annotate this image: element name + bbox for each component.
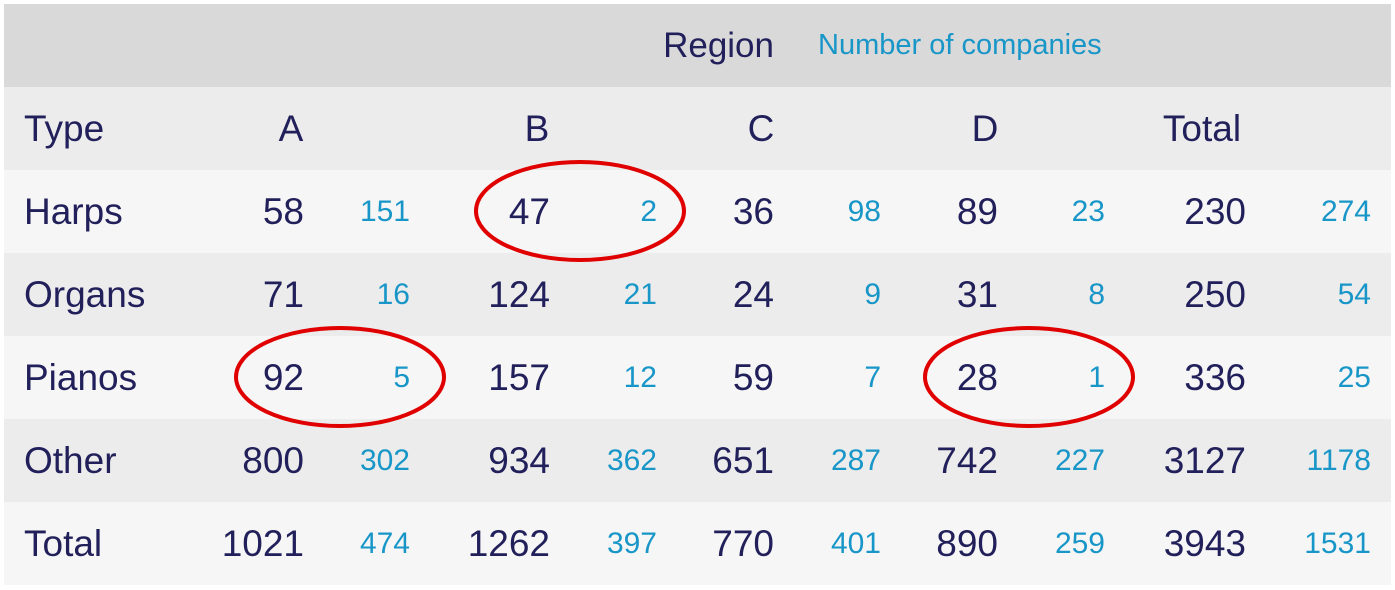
- value-other-c: 651: [712, 440, 774, 481]
- value-organs-c: 24: [732, 274, 774, 315]
- column-header-c: C: [747, 108, 775, 149]
- value-harps-a: 58: [262, 191, 304, 232]
- companies-organs-total: 54: [1337, 278, 1371, 311]
- type-header: Type: [24, 108, 105, 149]
- table-row-other: Other 800 302 934 362 651 287 742 227 3127 1178: [4, 419, 1391, 502]
- companies-harps-c: 98: [847, 195, 881, 228]
- row-label-harps: Harps: [24, 191, 123, 232]
- value-pianos-a: 92: [262, 357, 304, 398]
- companies-pianos-b: 12: [623, 361, 657, 394]
- value-other-a: 800: [242, 440, 304, 481]
- value-total-a: 1021: [221, 523, 304, 564]
- value-other-b: 934: [488, 440, 550, 481]
- value-other-d: 742: [936, 440, 998, 481]
- row-label-organs: Organs: [24, 274, 146, 315]
- table-row-harps: Harps 58 151 47 2 36 98 89 23 230 274: [4, 170, 1391, 253]
- header-row: Type A B C D Total: [4, 87, 1391, 170]
- companies-total-b: 397: [606, 527, 657, 560]
- value-total-b: 1262: [467, 523, 550, 564]
- column-header-a: A: [278, 108, 304, 149]
- companies-organs-a: 16: [376, 278, 410, 311]
- companies-other-c: 287: [830, 444, 881, 477]
- value-total-total: 3943: [1163, 523, 1246, 564]
- value-organs-total: 250: [1184, 274, 1246, 315]
- value-total-c: 770: [712, 523, 774, 564]
- companies-other-d: 227: [1054, 444, 1105, 477]
- companies-organs-d: 8: [1088, 278, 1105, 311]
- value-total-d: 890: [936, 523, 998, 564]
- value-pianos-c: 59: [732, 357, 774, 398]
- value-harps-b: 47: [508, 191, 550, 232]
- companies-other-b: 362: [606, 444, 657, 477]
- companies-other-a: 302: [359, 444, 410, 477]
- companies-other-total: 1178: [1306, 444, 1371, 477]
- value-harps-c: 36: [732, 191, 774, 232]
- companies-total-total: 1531: [1304, 527, 1371, 560]
- companies-pianos-c: 7: [864, 361, 881, 394]
- value-harps-total: 230: [1184, 191, 1246, 232]
- column-header-b: B: [524, 108, 550, 149]
- companies-total-c: 401: [830, 527, 881, 560]
- data-table: Region Number of companies Type A B C D …: [4, 4, 1391, 585]
- companies-pianos-total: 25: [1337, 361, 1371, 394]
- companies-harps-d: 23: [1071, 195, 1105, 228]
- column-header-total: Total: [1162, 108, 1242, 149]
- value-pianos-b: 157: [488, 357, 550, 398]
- region-title: Region: [663, 26, 774, 65]
- row-label-other: Other: [24, 440, 117, 481]
- companies-harps-total: 274: [1320, 195, 1371, 228]
- value-organs-a: 71: [262, 274, 304, 315]
- column-header-d: D: [971, 108, 999, 149]
- row-label-total: Total: [24, 523, 103, 564]
- companies-pianos-a: 5: [393, 361, 410, 394]
- table-row-total: Total 1021 474 1262 397 770 401 890 259 3943 1531: [4, 502, 1391, 585]
- companies-legend: Number of companies: [818, 29, 1102, 61]
- title-row: Region Number of companies: [4, 4, 1391, 87]
- companies-organs-c: 9: [864, 278, 881, 311]
- table-row-organs: Organs 71 16 124 21 24 9 31 8 250 54: [4, 253, 1391, 336]
- companies-pianos-d: 1: [1088, 361, 1105, 394]
- table-row-pianos: Pianos 92 5 157 12 59 7 28 1 336 25: [4, 336, 1391, 419]
- value-harps-d: 89: [956, 191, 998, 232]
- companies-total-a: 474: [359, 527, 410, 560]
- value-pianos-d: 28: [956, 357, 998, 398]
- companies-harps-a: 151: [359, 195, 410, 228]
- value-other-total: 3127: [1163, 440, 1246, 481]
- row-label-pianos: Pianos: [24, 357, 138, 398]
- companies-total-d: 259: [1054, 527, 1105, 560]
- companies-organs-b: 21: [623, 278, 657, 311]
- value-pianos-total: 336: [1184, 357, 1246, 398]
- value-organs-b: 124: [488, 274, 550, 315]
- value-organs-d: 31: [956, 274, 998, 315]
